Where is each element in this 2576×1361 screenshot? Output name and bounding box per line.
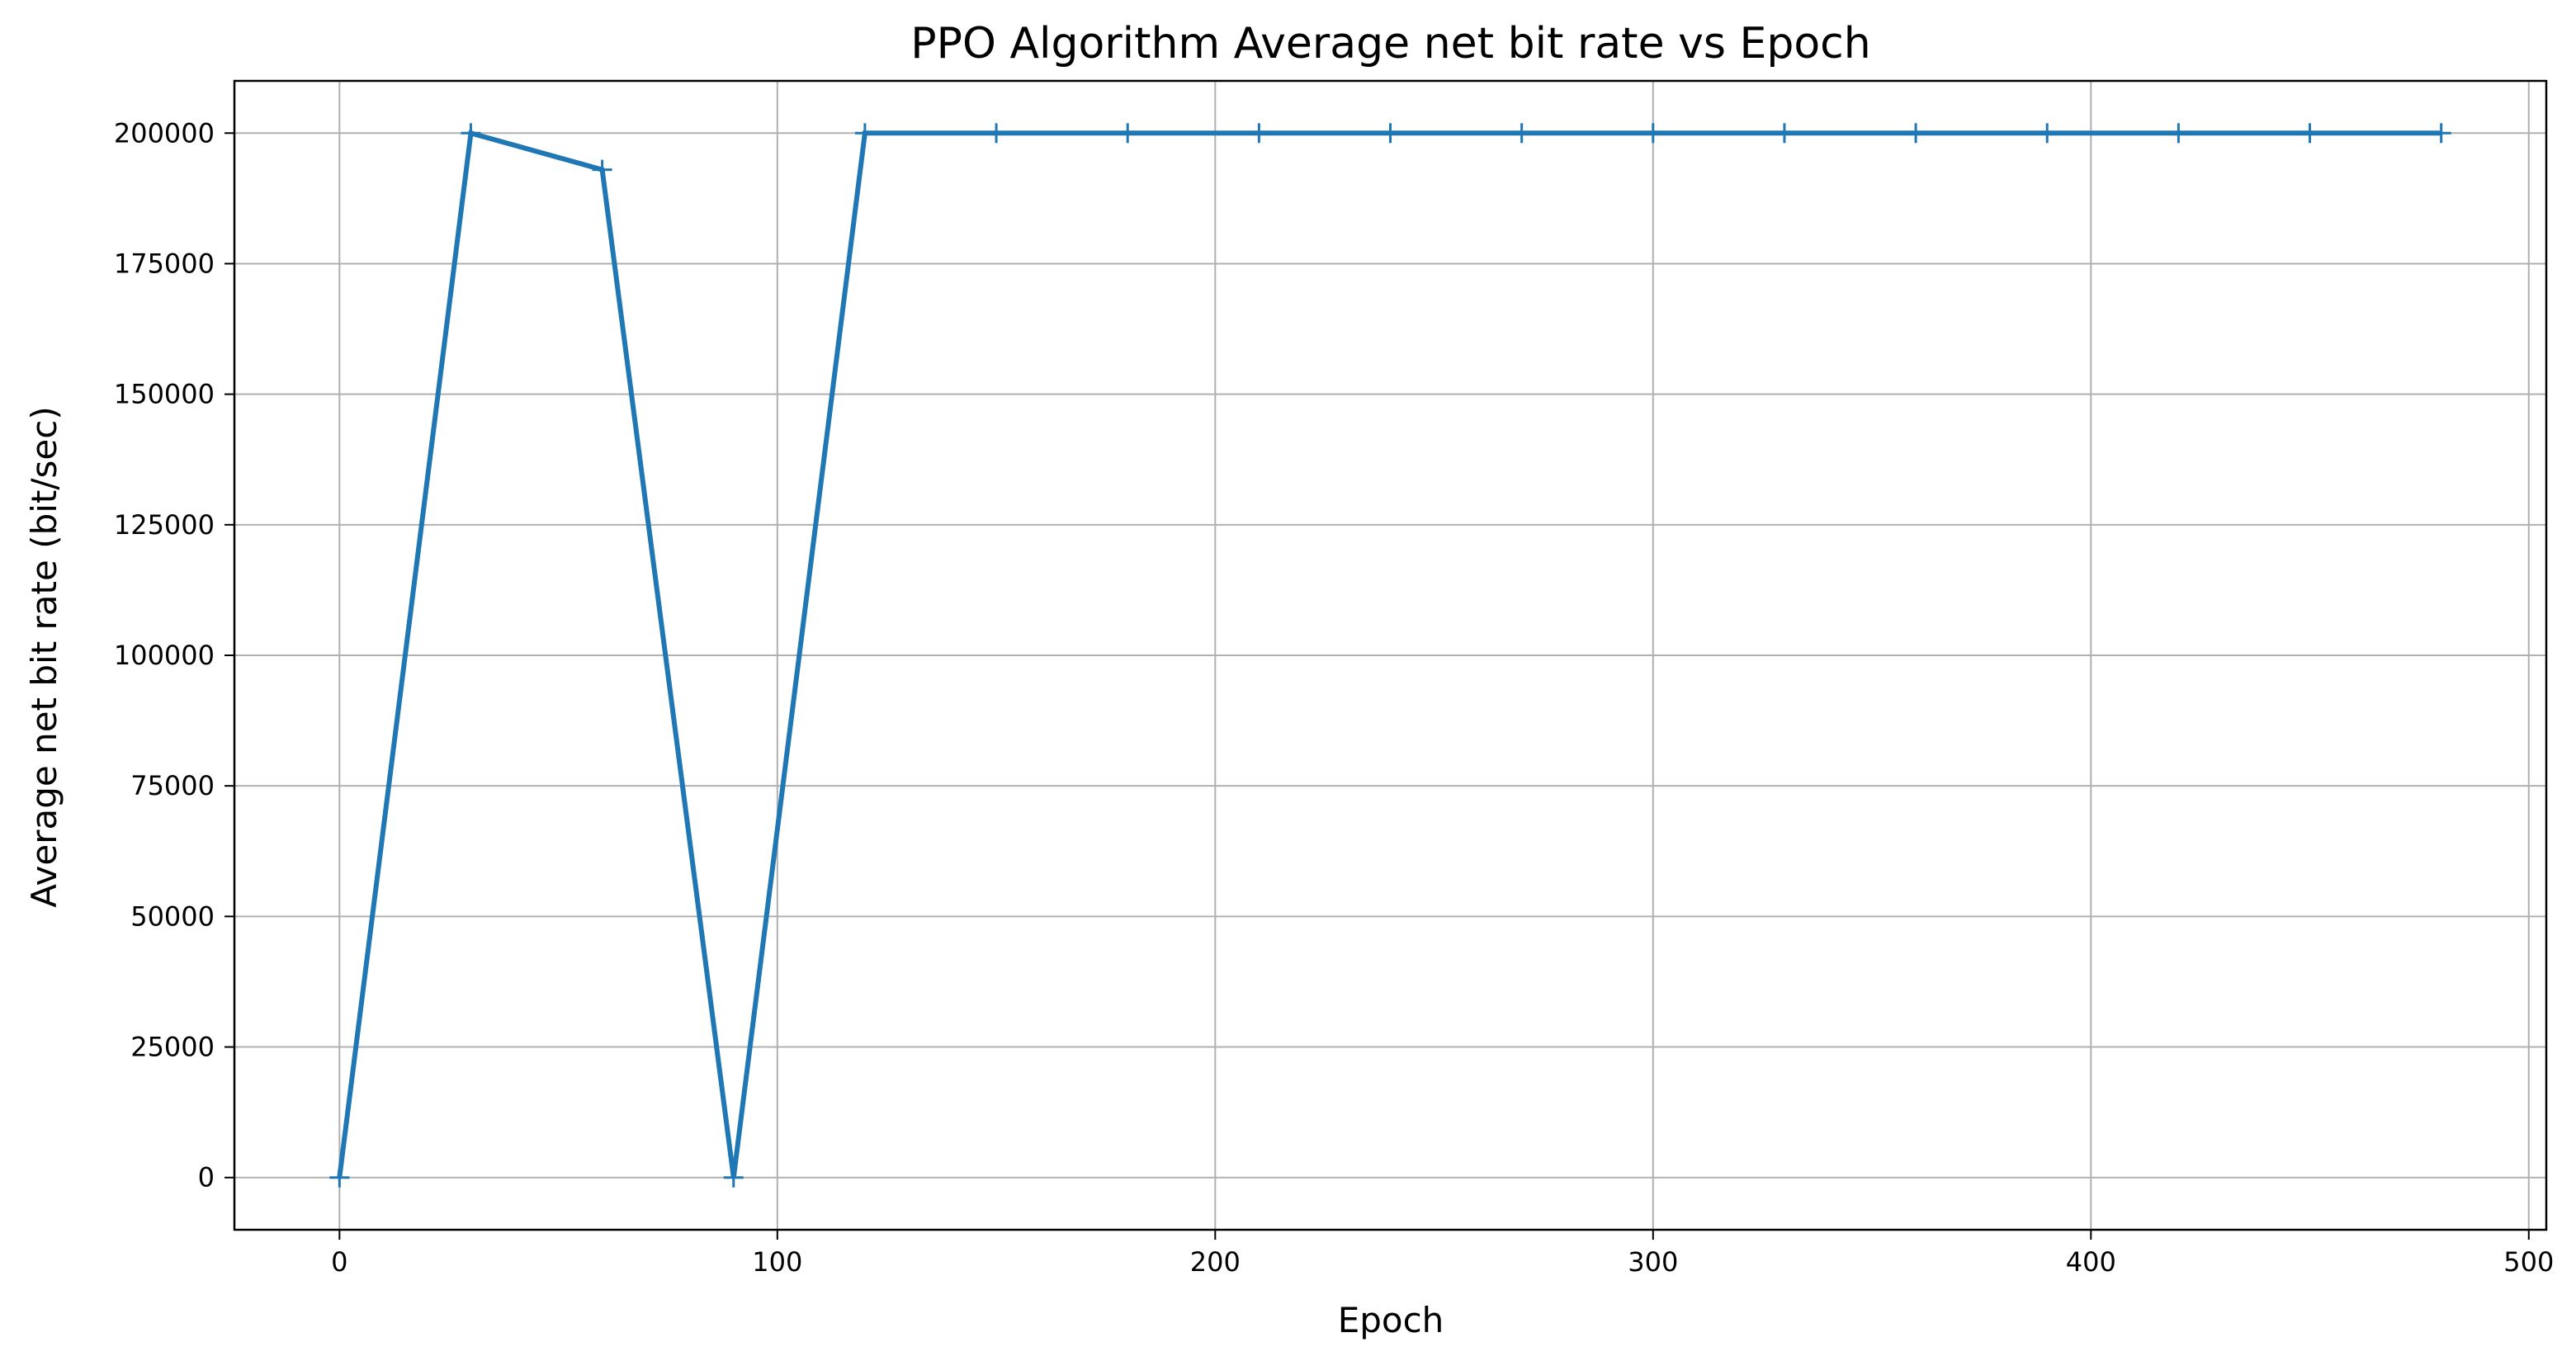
data-point-marker [1906,123,1926,144]
tick-labels: 0 100 200 300 400 500 0 25000 50000 75000 100000 12… [114,117,2554,1278]
data-point-marker [854,123,875,144]
data-point-marker [2299,123,2320,144]
plot-frame [233,79,2548,1231]
y-tick-label: 75000 [130,770,215,801]
axes-frame [225,79,2548,1240]
data-point-marker [592,159,612,180]
x-tick-label: 300 [1628,1246,1678,1278]
data-point-marker [2037,123,2058,144]
x-axis-title: Epoch [1338,1300,1444,1340]
data-point-marker [329,1167,350,1188]
y-tick-label: 175000 [114,248,215,279]
y-tick-label: 50000 [130,900,215,932]
data-point-marker [461,123,481,144]
y-axis-title: Average net bit rate (bit/sec) [24,406,64,907]
x-tick-label: 100 [752,1246,802,1278]
y-tick-label: 150000 [114,379,215,410]
y-tick-label: 25000 [130,1032,215,1063]
data-point-marker [1774,123,1794,144]
y-tick-label: 125000 [114,509,215,541]
data-point-marker [1511,123,1532,144]
data-point-marker [1249,123,1269,144]
series-layer [329,123,2451,1188]
x-tick-label: 200 [1190,1246,1241,1278]
x-tick-label: 500 [2503,1246,2554,1278]
data-point-marker [986,123,1007,144]
y-tick-label: 0 [198,1162,215,1193]
data-point-marker [1380,123,1401,144]
grid-lines [234,81,2546,1230]
chart-title: PPO Algorithm Average net bit rate vs Ep… [910,19,1870,69]
data-point-marker [2168,123,2189,144]
data-point-marker [2431,123,2451,144]
y-tick-label: 100000 [114,640,215,671]
data-point-marker [723,1167,744,1188]
x-tick-label: 400 [2066,1246,2116,1278]
data-point-marker [1118,123,1138,144]
y-tick-label: 200000 [114,117,215,149]
x-tick-label: 0 [331,1246,347,1278]
data-point-marker [1642,123,1663,144]
